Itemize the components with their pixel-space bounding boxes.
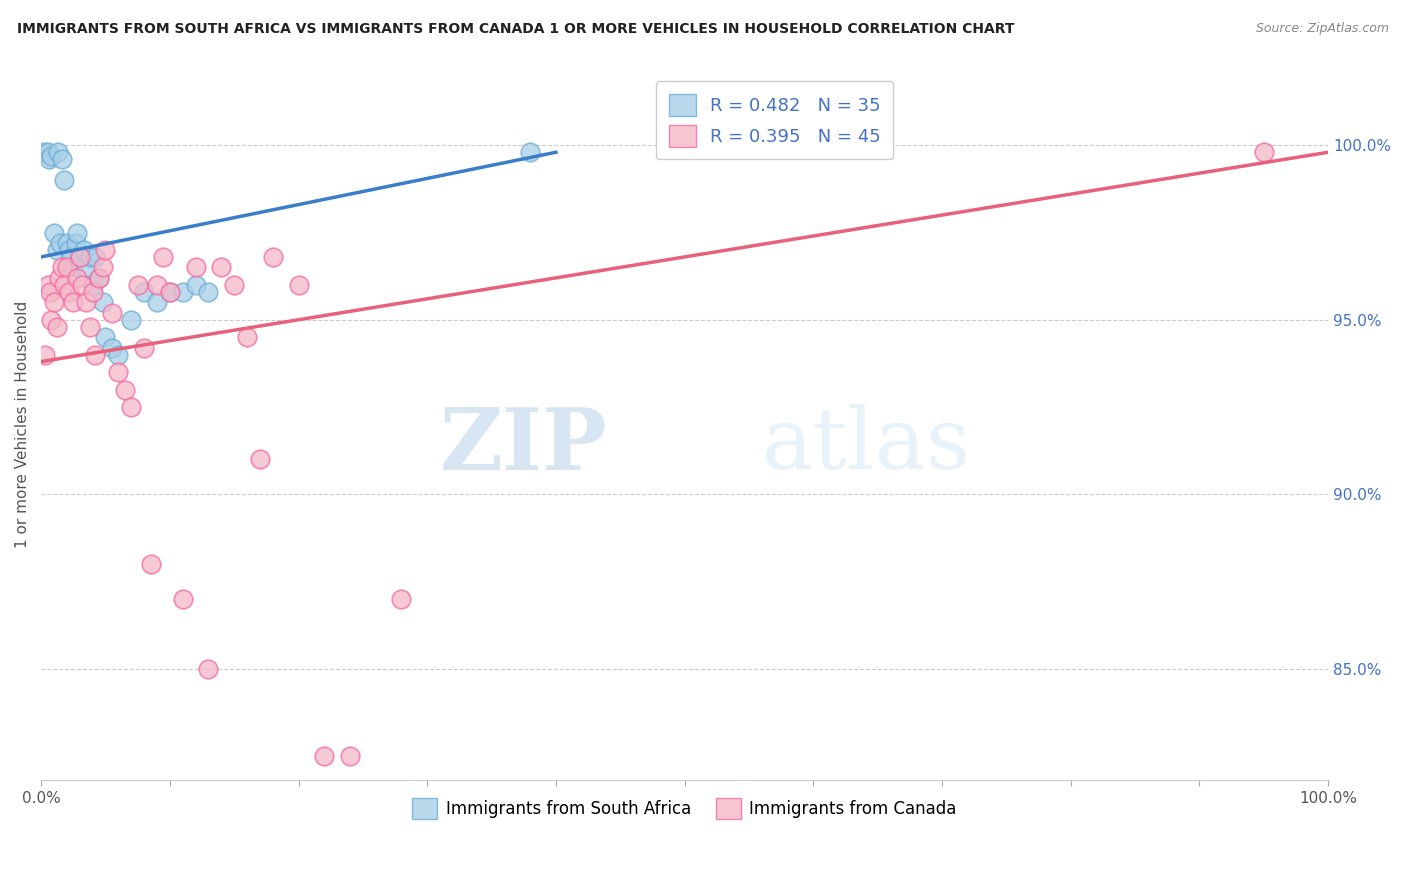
- Point: [62, 295, 84, 310]
- Point: [184, 277, 207, 292]
- Point: [69, 250, 91, 264]
- Point: [42, 295, 65, 310]
- Point: [146, 277, 169, 292]
- Text: Source: ZipAtlas.com: Source: ZipAtlas.com: [1256, 22, 1389, 36]
- Point: [41, 149, 63, 163]
- Point: [159, 285, 181, 299]
- Text: IMMIGRANTS FROM SOUTH AFRICA VS IMMIGRANTS FROM CANADA 1 OR MORE VEHICLES IN HOU: IMMIGRANTS FROM SOUTH AFRICA VS IMMIGRAN…: [17, 22, 1014, 37]
- Point: [45, 243, 67, 257]
- Point: [107, 348, 129, 362]
- Point: [91, 260, 114, 275]
- Point: [120, 400, 142, 414]
- Text: atlas: atlas: [762, 404, 972, 487]
- Point: [42, 226, 65, 240]
- Point: [39, 285, 62, 299]
- Point: [75, 260, 97, 275]
- Point: [37, 145, 59, 160]
- Point: [38, 153, 60, 167]
- Point: [1253, 145, 1275, 160]
- Point: [391, 591, 413, 606]
- Point: [101, 341, 124, 355]
- Point: [82, 285, 104, 299]
- Point: [120, 312, 142, 326]
- Point: [132, 341, 155, 355]
- Point: [152, 250, 174, 264]
- Point: [132, 285, 155, 299]
- Point: [37, 277, 59, 292]
- Point: [56, 260, 79, 275]
- Point: [236, 330, 259, 344]
- Point: [249, 452, 271, 467]
- Point: [107, 365, 129, 379]
- Point: [58, 243, 80, 257]
- Point: [197, 285, 219, 299]
- Point: [45, 319, 67, 334]
- Point: [159, 285, 181, 299]
- Point: [84, 348, 107, 362]
- Point: [69, 250, 91, 264]
- Point: [172, 591, 194, 606]
- Point: [91, 295, 114, 310]
- Point: [41, 312, 63, 326]
- Point: [51, 153, 73, 167]
- Point: [127, 277, 149, 292]
- Point: [84, 250, 107, 264]
- Point: [72, 277, 94, 292]
- Point: [58, 285, 80, 299]
- Point: [66, 271, 89, 285]
- Point: [79, 319, 101, 334]
- Point: [262, 250, 284, 264]
- Point: [48, 271, 70, 285]
- Point: [79, 250, 101, 264]
- Point: [56, 235, 79, 250]
- Point: [53, 173, 76, 187]
- Point: [53, 277, 76, 292]
- Point: [224, 277, 246, 292]
- Point: [65, 235, 87, 250]
- Point: [66, 226, 89, 240]
- Point: [139, 557, 162, 571]
- Text: ZIP: ZIP: [440, 404, 607, 488]
- Point: [46, 145, 69, 160]
- Point: [519, 145, 541, 160]
- Point: [59, 250, 82, 264]
- Point: [209, 260, 232, 275]
- Point: [101, 306, 124, 320]
- Point: [339, 748, 361, 763]
- Point: [34, 348, 56, 362]
- Point: [94, 243, 117, 257]
- Point: [32, 145, 55, 160]
- Point: [82, 277, 104, 292]
- Point: [172, 285, 194, 299]
- Point: [49, 235, 72, 250]
- Point: [146, 295, 169, 310]
- Point: [62, 260, 84, 275]
- Point: [51, 260, 73, 275]
- Point: [87, 271, 110, 285]
- Point: [87, 271, 110, 285]
- Point: [114, 383, 136, 397]
- Point: [314, 748, 336, 763]
- Point: [72, 243, 94, 257]
- Point: [184, 260, 207, 275]
- Point: [94, 330, 117, 344]
- Point: [75, 295, 97, 310]
- Point: [287, 277, 309, 292]
- Legend: Immigrants from South Africa, Immigrants from Canada: Immigrants from South Africa, Immigrants…: [406, 792, 963, 825]
- Point: [197, 662, 219, 676]
- Y-axis label: 1 or more Vehicles in Household: 1 or more Vehicles in Household: [15, 301, 30, 548]
